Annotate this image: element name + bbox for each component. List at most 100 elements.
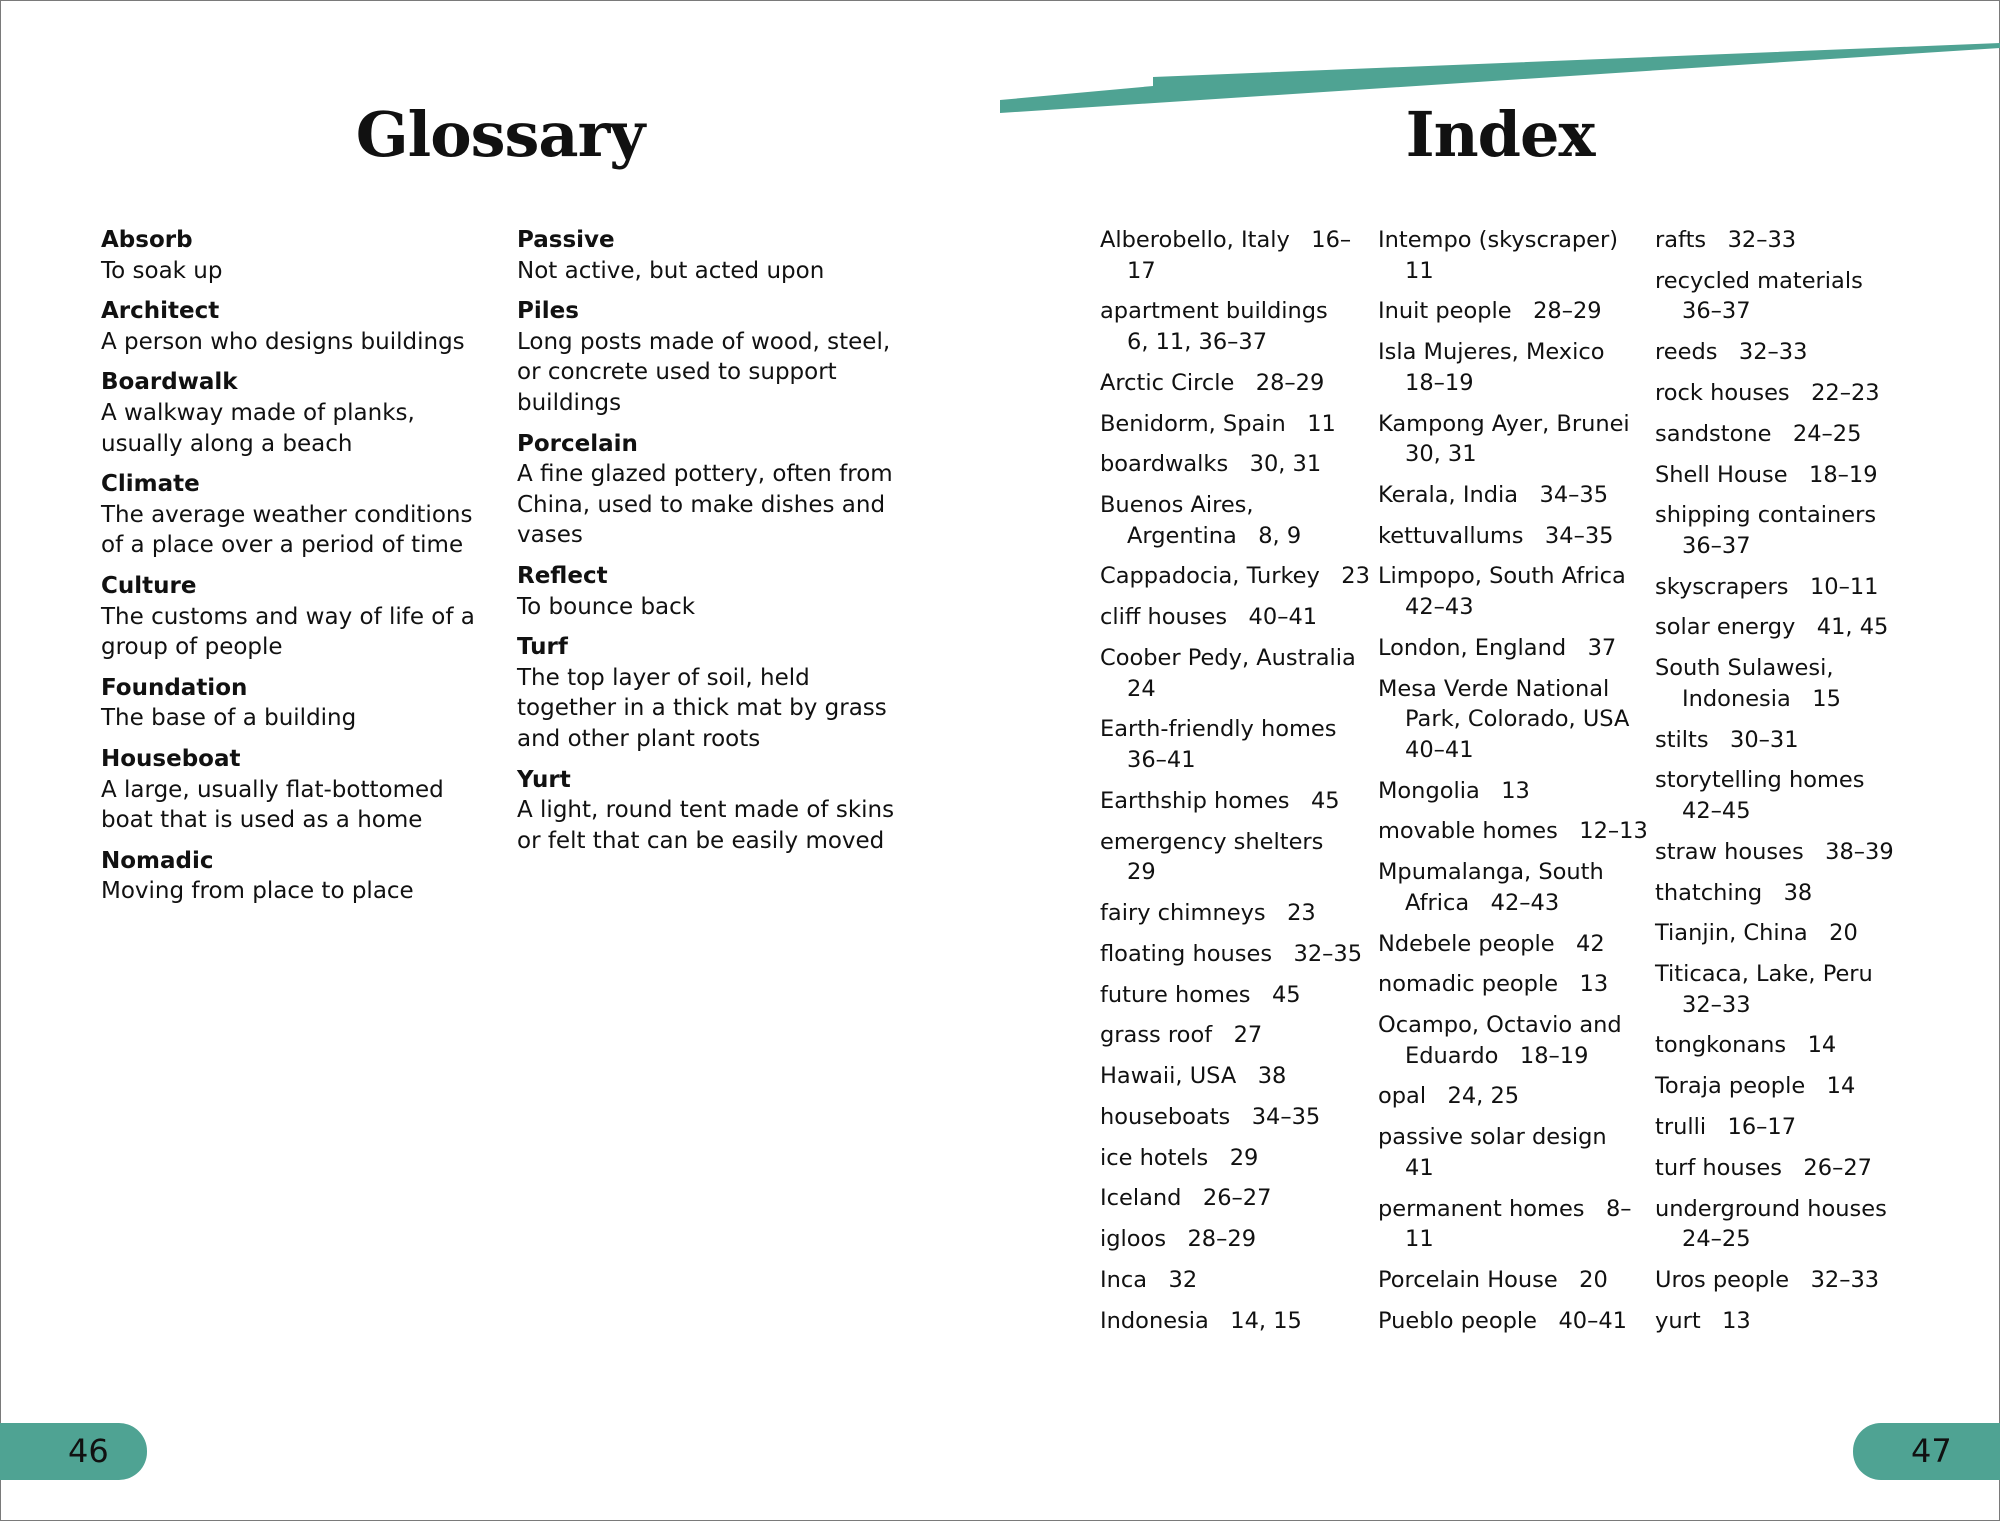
index-entry: houseboats 34–35	[1100, 1103, 1321, 1130]
glossary-entry: Porcelain A fine glazed pottery, often fr…	[517, 429, 907, 551]
index-entry: ice hotels 29	[1100, 1144, 1259, 1171]
index-entry: nomadic people 13	[1378, 971, 1609, 998]
index-column-1: Alberobello, Italy 16–17 apartment buildi…	[1100, 225, 1370, 1347]
index-entry: Iceland 26–27	[1100, 1185, 1272, 1212]
page-number-tab-right: 47	[1853, 1423, 2000, 1480]
index-entry: Intempo (skyscraper) 11	[1378, 227, 1640, 284]
index-entry: recycled materials 36–37	[1655, 267, 1885, 325]
glossary-term: Foundation	[101, 674, 248, 701]
index-entry: Tianjin, China 20	[1655, 920, 1858, 947]
index-title: Index	[1405, 98, 1596, 171]
index-entry: Inuit people 28–29	[1378, 298, 1602, 325]
glossary-definition: A person who designs buildings	[101, 328, 465, 355]
glossary-definition: The base of a building	[101, 705, 357, 732]
index-entry: shipping containers 36–37	[1655, 502, 1898, 559]
index-entry: Limpopo, South Africa 42–43	[1378, 563, 1648, 621]
glossary-term: Absorb	[101, 227, 193, 253]
index-entry: emergency shelters 29	[1100, 828, 1345, 886]
index-entry: skyscrapers 10–11	[1655, 573, 1879, 600]
index-column-2: Intempo (skyscraper) 11 Inuit people 28–2…	[1378, 225, 1648, 1347]
index-entry: Benidorm, Spain 11	[1100, 410, 1336, 437]
index-entry: permanent homes 8–11	[1378, 1195, 1632, 1253]
index-entry: cliff houses 40–41	[1100, 604, 1318, 631]
glossary-definition: Moving from place to place	[101, 878, 414, 905]
page-number-left: 46	[68, 1432, 109, 1470]
index-entry: Cappadocia, Turkey 23	[1100, 563, 1370, 590]
glossary-definition: Long posts made of wood, steel, or concr…	[517, 328, 891, 416]
index-entry: Uros people 32–33	[1655, 1266, 1880, 1293]
index-entry: passive solar design 41	[1378, 1124, 1629, 1181]
index-entry: Arctic Circle 28–29	[1100, 369, 1325, 396]
index-entry: Mongolia 13	[1378, 777, 1530, 804]
index-entry: Mpumalanga, South Africa 42–43	[1378, 859, 1611, 916]
index-entry: Shell House 18–19	[1655, 461, 1878, 488]
glossary-definition: Not active, but acted upon	[517, 257, 825, 284]
glossary-entry: Absorb To soak up	[101, 225, 501, 286]
index-entry: Ocampo, Octavio and Eduardo 18–19	[1378, 1012, 1629, 1069]
glossary-definition: A large, usually flat-bottomed boat that…	[101, 776, 444, 834]
index-entry: Ndebele people 42	[1378, 930, 1605, 957]
index-entry: yurt 13	[1655, 1307, 1751, 1334]
index-entry: opal 24, 25	[1378, 1083, 1520, 1110]
index-entry: Earthship homes 45	[1100, 787, 1340, 814]
index-entry: Kampong Ayer, Brunei 30, 31	[1378, 410, 1652, 468]
glossary-definition: To soak up	[101, 257, 223, 284]
glossary-term: Boardwalk	[101, 369, 238, 396]
index-entry: reeds 32–33	[1655, 339, 1808, 366]
index-entry: London, England 37	[1378, 634, 1617, 661]
index-entry: underground houses 24–25	[1655, 1195, 1909, 1253]
glossary-column-1: Absorb To soak up Architect A person who de…	[101, 225, 501, 917]
index-entry: grass roof 27	[1100, 1022, 1263, 1049]
index-entry: kettuvallums 34–35	[1378, 522, 1614, 549]
glossary-definition: A fine glazed pottery, often from China,…	[517, 461, 893, 549]
index-column-3: rafts 32–33 recycled materials 36–37 reeds…	[1655, 225, 1905, 1347]
glossary-term: Houseboat	[101, 745, 241, 772]
index-entry: Indonesia 14, 15	[1100, 1307, 1302, 1334]
index-entry: apartment buildings 6, 11, 36–37	[1100, 298, 1350, 355]
index-entry: Kerala, India 34–35	[1378, 481, 1609, 508]
glossary-definition: The average weather conditions of a plac…	[101, 501, 473, 559]
glossary-term: Culture	[101, 572, 197, 599]
glossary-entry: Houseboat A large, usually flat-bottomed …	[101, 744, 501, 836]
glossary-term: Turf	[517, 634, 568, 661]
index-entry: igloos 28–29	[1100, 1226, 1257, 1253]
index-entry: movable homes 12–13	[1378, 818, 1648, 845]
index-entry: solar energy 41, 45	[1655, 614, 1889, 641]
index-entry: rafts 32–33	[1655, 227, 1797, 253]
index-entry: Hawaii, USA 38	[1100, 1063, 1287, 1090]
glossary-definition: A walkway made of planks, usually along …	[101, 399, 415, 457]
page-number-right: 47	[1911, 1432, 1952, 1470]
index-entry: Titicaca, Lake, Peru 32–33	[1655, 961, 1895, 1018]
glossary-entry: Nomadic Moving from place to place	[101, 846, 501, 907]
index-entry: tongkonans 14	[1655, 1032, 1837, 1059]
glossary-term: Yurt	[517, 766, 571, 793]
glossary-term: Climate	[101, 471, 200, 498]
index-entry: Inca 32	[1100, 1266, 1198, 1293]
index-entry: sandstone 24–25	[1655, 420, 1862, 447]
glossary-entry: Yurt A light, round tent made of skins or…	[517, 765, 907, 857]
glossary-term: Architect	[101, 298, 220, 325]
glossary-term: Porcelain	[517, 430, 638, 457]
glossary-definition: The customs and way of life of a group o…	[101, 603, 475, 661]
glossary-column-2: Passive Not active, but acted upon Piles Lo…	[517, 225, 907, 866]
glossary-entry: Boardwalk A walkway made of planks, usual…	[101, 367, 501, 459]
glossary-term: Passive	[517, 227, 615, 253]
index-entry: Toraja people 14	[1655, 1073, 1856, 1100]
glossary-entry: Turf The top layer of soil, held together…	[517, 632, 907, 754]
glossary-title: Glossary	[355, 98, 646, 171]
glossary-entry: Passive Not active, but acted upon	[517, 225, 907, 286]
glossary-definition: The top layer of soil, held together in …	[517, 664, 887, 752]
index-entry: trulli 16–17	[1655, 1114, 1797, 1141]
glossary-term: Piles	[517, 298, 579, 325]
index-entry: straw houses 38–39	[1655, 838, 1894, 865]
glossary-entry: Reflect To bounce back	[517, 561, 907, 622]
index-entry: turf houses 26–27	[1655, 1154, 1872, 1181]
glossary-entry: Architect A person who designs buildings	[101, 296, 501, 357]
index-entry: stilts 30–31	[1655, 726, 1799, 753]
index-entry: Alberobello, Italy 16–17	[1100, 227, 1352, 284]
index-entry: Coober Pedy, Australia 24	[1100, 645, 1378, 702]
glossary-definition: To bounce back	[517, 593, 696, 620]
index-entry: storytelling homes 42–45	[1655, 767, 1886, 824]
index-entry: South Sulawesi, Indonesia 15	[1655, 655, 1841, 712]
glossary-entry: Piles Long posts made of wood, steel, or …	[517, 296, 907, 418]
